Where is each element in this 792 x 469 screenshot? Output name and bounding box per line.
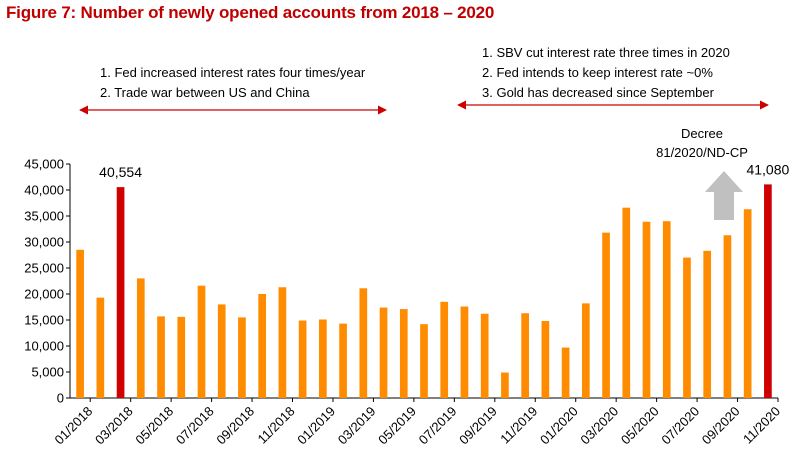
bar-11-2019 — [521, 313, 529, 398]
bar-04-2019 — [379, 307, 388, 398]
bar-07-2020 — [683, 257, 691, 398]
bar-05-2018 — [157, 316, 165, 398]
bar-11-2018 — [278, 287, 287, 398]
bar-07-2019 — [440, 301, 449, 398]
bar-09-2018 — [238, 317, 246, 398]
up-arrow-icon — [705, 171, 743, 220]
bars-group — [76, 184, 772, 398]
bar-09-2020 — [723, 235, 732, 398]
bar-04-2018 — [136, 278, 145, 398]
bar-10-2018 — [258, 294, 267, 398]
x-tick-label: 07/2018 — [173, 404, 217, 448]
bar-06-2019 — [420, 324, 428, 398]
left-annotation-line-2: 2. Trade war between US and China — [100, 85, 310, 100]
y-tick-label: 30,000 — [24, 235, 64, 250]
bar-11-2020 — [764, 184, 772, 398]
y-tick-label: 45,000 — [24, 157, 64, 172]
data-labels-group: 40,554 41,080 — [99, 161, 789, 180]
bar-12-2018 — [298, 320, 307, 398]
right-annotation-line-3: 3. Gold has decreased since September — [482, 85, 715, 100]
bar-02-2020 — [581, 303, 590, 398]
bar-05-2020 — [642, 221, 651, 398]
x-tick-label: 09/2018 — [213, 404, 257, 448]
x-tick-label: 03/2020 — [577, 404, 621, 448]
bar-03-2018 — [116, 187, 125, 398]
chart-title: Figure 7: Number of newly opened account… — [6, 3, 495, 22]
y-tick-label: 40,000 — [24, 183, 64, 198]
decree-label-line-2: 81/2020/ND-CP — [656, 145, 748, 160]
data-label: 41,080 — [746, 161, 789, 177]
x-tick-label: 11/2018 — [254, 404, 297, 447]
x-tick-label: 09/2019 — [456, 404, 500, 448]
bar-02-2019 — [339, 323, 347, 398]
bar-04-2020 — [622, 207, 631, 398]
y-tick-label: 0 — [57, 391, 64, 406]
x-tick-label: 09/2020 — [699, 404, 743, 448]
bar-03-2019 — [359, 288, 368, 398]
x-tick-label: 01/2019 — [294, 404, 338, 448]
data-label: 40,554 — [99, 164, 142, 180]
bar-01-2020 — [561, 347, 570, 398]
x-tick-label: 11/2020 — [740, 404, 783, 447]
x-tick-label: 05/2020 — [618, 404, 662, 448]
x-tick-label: 05/2018 — [132, 404, 176, 448]
decree-label-line-1: Decree — [681, 126, 723, 141]
bar-08-2020 — [703, 250, 712, 398]
x-tick-label: 11/2019 — [497, 404, 540, 447]
x-tick-label: 03/2018 — [92, 404, 136, 448]
left-annotation-line-1: 1. Fed increased interest rates four tim… — [100, 65, 366, 80]
x-tick-label: 01/2020 — [537, 404, 581, 448]
bar-06-2018 — [177, 316, 186, 398]
bar-02-2018 — [96, 297, 105, 398]
bar-09-2019 — [480, 313, 489, 398]
bar-07-2018 — [197, 285, 206, 398]
right-annotation-line-2: 2. Fed intends to keep interest rate ~0% — [482, 65, 713, 80]
x-tick-label: 07/2020 — [658, 404, 702, 448]
y-tick-label: 25,000 — [24, 261, 64, 276]
bar-03-2020 — [602, 232, 610, 398]
bar-05-2019 — [399, 309, 408, 398]
bar-08-2019 — [460, 306, 469, 398]
y-axis-ticks: 0 5,000 10,000 15,000 20,000 25,000 30,000 35,0… — [24, 157, 70, 406]
x-tick-label: 05/2019 — [375, 404, 419, 448]
x-tick-label: 07/2019 — [416, 404, 460, 448]
bar-01-2019 — [319, 319, 327, 398]
bar-10-2020 — [743, 209, 752, 398]
right-annotation-line-1: 1. SBV cut interest rate three times in … — [482, 45, 730, 60]
y-tick-label: 15,000 — [24, 313, 64, 328]
x-tick-label: 03/2019 — [335, 404, 379, 448]
bar-10-2019 — [501, 372, 509, 398]
x-axis-ticks: 01/201803/201805/201807/201809/201811/20… — [52, 398, 783, 448]
bar-01-2018 — [76, 249, 84, 398]
bar-12-2019 — [541, 321, 550, 398]
x-tick-label: 01/2018 — [52, 404, 96, 448]
y-tick-label: 35,000 — [24, 209, 64, 224]
y-tick-label: 5,000 — [31, 365, 64, 380]
y-tick-label: 20,000 — [24, 287, 64, 302]
bar-06-2020 — [662, 221, 671, 398]
bar-08-2018 — [217, 304, 226, 398]
y-tick-label: 10,000 — [24, 339, 64, 354]
